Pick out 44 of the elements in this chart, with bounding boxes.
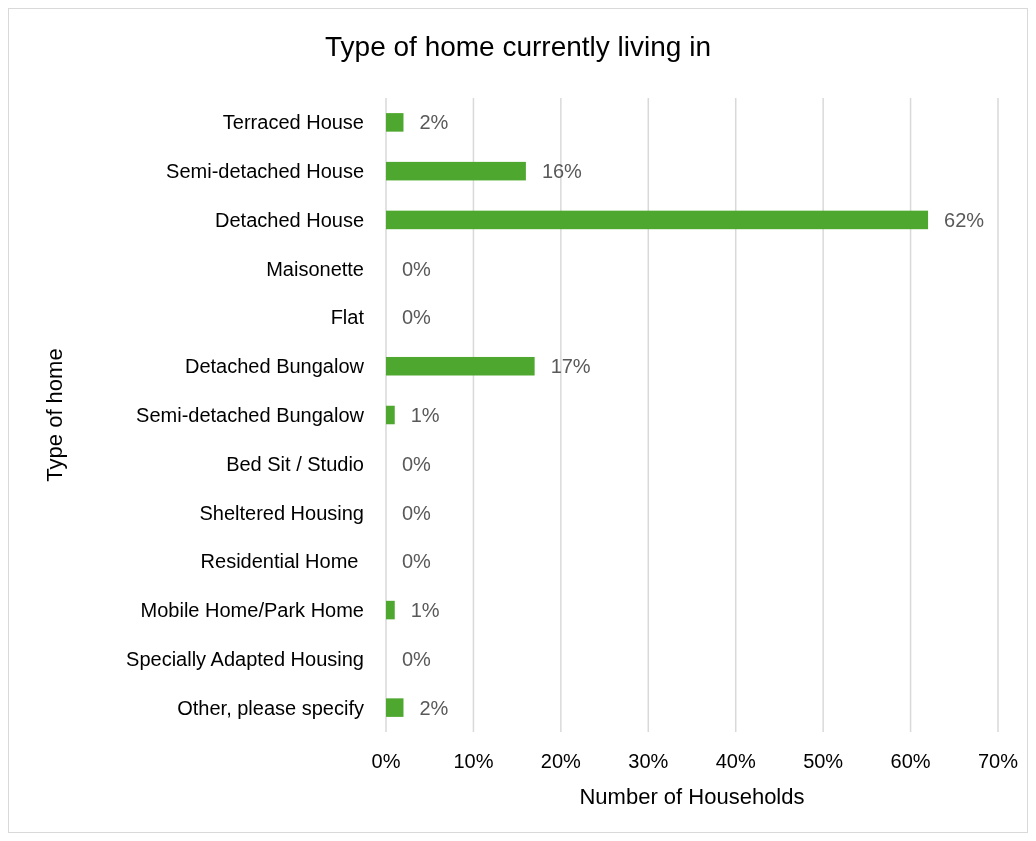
data-label: 0% [402,550,432,573]
y-tick-label: Other, please specify [177,696,364,719]
y-axis-title: Type of home [42,348,67,482]
y-tick-label: Bed Sit / Studio [226,452,364,475]
y-tick-label: Terraced House [222,111,364,134]
x-tick-label: 10% [453,750,494,772]
data-label: 62% [944,208,985,231]
y-tick-label: Detached Bungalow [184,355,365,378]
bar [386,161,526,181]
bar [386,113,404,132]
data-label: 17% [550,355,591,378]
data-label: 16% [541,160,583,183]
x-tick-label: 0% [371,750,401,772]
bar [386,600,395,620]
bar [386,210,929,230]
data-label: 0% [402,452,432,475]
y-tick-label: Residential Home [200,550,364,573]
data-label: 0% [402,647,432,670]
x-tick-label: 50% [803,750,844,772]
x-tick-label: 20% [540,750,582,772]
data-label: 1% [410,404,440,426]
data-label: 0% [402,501,432,524]
data-label: 2% [419,111,449,134]
y-tick-label: Flat [330,306,365,329]
bar [386,356,535,376]
y-tick-label: Semi-detached Bungalow [136,404,365,426]
data-label: 2% [419,696,449,719]
y-tick-label: Mobile Home/Park Home [140,599,364,622]
x-tick-label: 70% [977,750,1019,772]
x-axis-title: Number of Households [579,784,805,809]
bar [386,698,404,717]
bar [386,405,395,425]
y-tick-label: Semi-detached House [166,160,364,183]
y-tick-label: Detached House [215,208,364,231]
y-tick-label: Sheltered Housing [199,501,364,524]
data-label: 1% [410,599,440,622]
chart-title: Type of home currently living in [325,31,711,62]
x-tick-label: 40% [715,750,756,772]
data-label: 0% [402,306,432,329]
x-tick-label: 60% [890,750,931,772]
data-label: 0% [402,257,432,280]
y-tick-label: Specially Adapted Housing [126,647,364,670]
x-tick-label: 30% [628,750,669,772]
y-tick-label: Maisonette [266,257,364,280]
